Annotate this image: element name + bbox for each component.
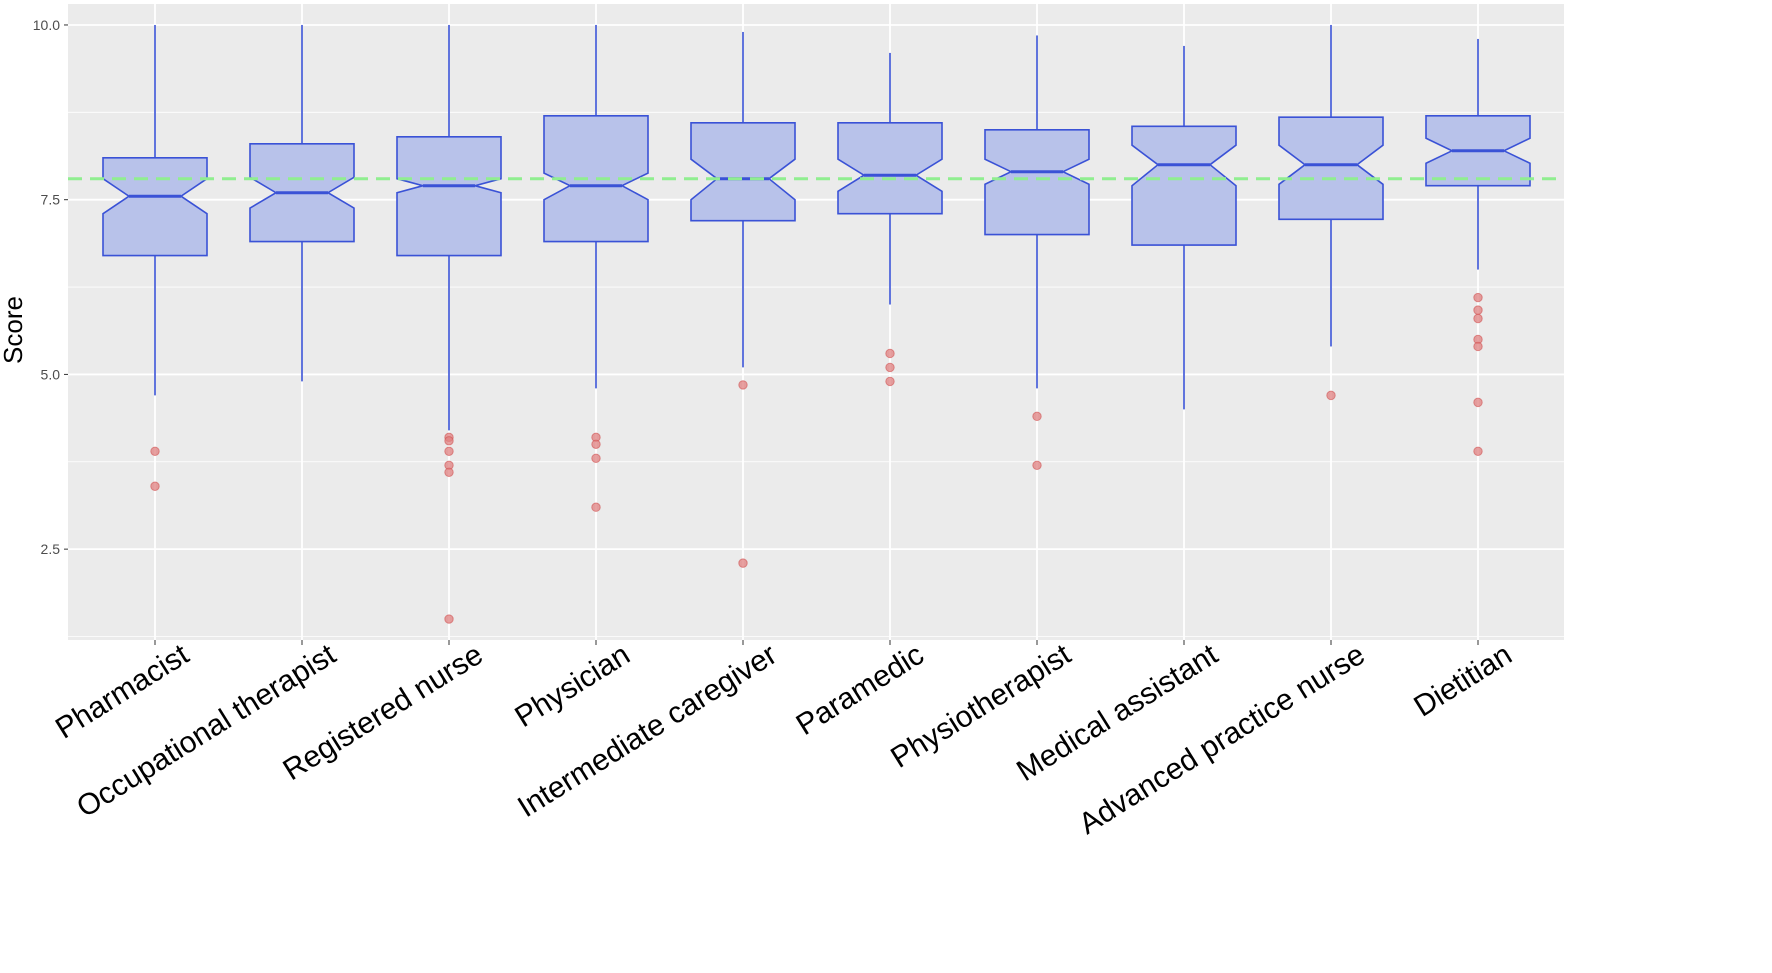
x-category-label: Intermediate caregiver: [512, 638, 783, 824]
y-axis-ticks: 2.5 5.0 7.5 10.0: [33, 17, 68, 557]
notched-box: [396, 136, 502, 257]
outlier-point: [1473, 446, 1483, 456]
box-group: [1425, 38, 1531, 456]
outlier-point: [444, 614, 454, 624]
plot-panel: [68, 4, 1564, 640]
outlier-point: [738, 380, 748, 390]
box-group: [1131, 45, 1237, 410]
outlier-point: [1473, 397, 1483, 408]
outlier-point: [444, 436, 454, 446]
box-group: [837, 52, 943, 387]
outlier-point: [1473, 313, 1483, 324]
outlier-point: [885, 348, 895, 359]
x-category-label: Paramedic: [791, 638, 930, 742]
outlier-point: [444, 467, 454, 477]
box-group: [396, 24, 502, 624]
notched-box: [1131, 125, 1237, 246]
outlier-point: [738, 558, 748, 568]
box-group: [249, 24, 355, 382]
box-group: [102, 24, 208, 491]
outlier-point: [444, 446, 454, 456]
outlier-point: [591, 439, 601, 450]
outlier-point: [1032, 460, 1042, 470]
outlier-point: [1473, 341, 1483, 352]
outlier-point: [1032, 411, 1042, 422]
y-tick-label: 2.5: [41, 541, 61, 557]
outlier-point: [591, 453, 601, 463]
y-axis-title: Score: [0, 296, 28, 364]
outlier-point: [150, 446, 160, 456]
outlier-point: [591, 502, 601, 512]
notched-box: [690, 122, 796, 222]
outlier-point: [1326, 390, 1336, 401]
notched-box: [1278, 116, 1384, 221]
notched-box: [837, 122, 943, 215]
x-category-label: Physician: [509, 638, 635, 734]
x-category-label: Pharmacist: [50, 638, 195, 746]
y-tick-label: 10.0: [33, 17, 60, 33]
outlier-point: [150, 481, 160, 491]
box-group: [984, 35, 1090, 470]
notched-box: [102, 157, 208, 257]
outlier-point: [885, 362, 895, 373]
outlier-point: [885, 376, 895, 387]
notched-box: [984, 129, 1090, 236]
x-category-label: Occupational therapist: [71, 638, 342, 825]
outlier-point: [1473, 292, 1483, 303]
box-group: [1278, 24, 1384, 401]
y-tick-label: 7.5: [41, 192, 61, 208]
x-category-label: Advanced practice nurse: [1073, 638, 1371, 841]
boxes: [102, 24, 1531, 624]
outlier-point: [1473, 305, 1483, 315]
box-group: [690, 31, 796, 568]
y-tick-label: 5.0: [41, 366, 61, 382]
x-category-label: Dietitian: [1408, 638, 1517, 723]
